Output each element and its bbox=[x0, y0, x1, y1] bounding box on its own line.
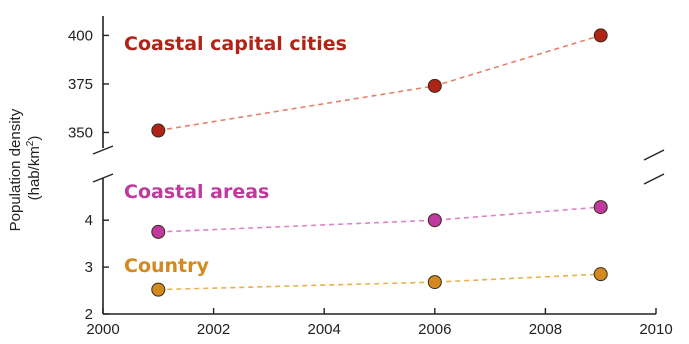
data-point-coastal-capital-cities bbox=[151, 123, 166, 138]
data-point-country bbox=[427, 275, 442, 290]
y-lower-tick-label: 3 bbox=[85, 259, 93, 276]
data-point-country bbox=[593, 267, 608, 282]
x-tick-label: 2002 bbox=[197, 321, 230, 338]
axis-break-right bbox=[643, 149, 665, 185]
y-lower-tick-label: 4 bbox=[85, 212, 93, 229]
data-point-coastal-areas bbox=[593, 200, 608, 215]
series-label-country: Country bbox=[124, 255, 210, 277]
series-label-coastal-capital-cities: Coastal capital cities bbox=[124, 33, 347, 55]
x-tick-label: 2004 bbox=[308, 321, 341, 338]
axis-break-left bbox=[92, 145, 114, 183]
series-line-coastal-areas bbox=[158, 206, 601, 233]
series-label-coastal-areas: Coastal areas bbox=[124, 181, 269, 203]
y-lower-tick-label: 2 bbox=[85, 306, 93, 323]
data-point-country bbox=[151, 282, 166, 297]
data-point-coastal-capital-cities bbox=[427, 78, 442, 93]
y-axis-title: Population density (hab/km2) bbox=[7, 105, 43, 232]
data-point-coastal-areas bbox=[151, 224, 166, 239]
series-line-country bbox=[158, 273, 601, 291]
y-upper-tick-label: 400 bbox=[68, 27, 93, 44]
data-point-coastal-capital-cities bbox=[593, 28, 608, 43]
data-point-coastal-areas bbox=[427, 213, 442, 228]
y-upper-tick-label: 375 bbox=[68, 76, 93, 93]
x-tick-label: 2008 bbox=[529, 321, 562, 338]
y-upper-tick-label: 350 bbox=[68, 124, 93, 141]
x-tick-label: 2010 bbox=[639, 321, 672, 338]
x-tick-label: 2000 bbox=[86, 321, 119, 338]
x-tick-label: 2006 bbox=[418, 321, 451, 338]
